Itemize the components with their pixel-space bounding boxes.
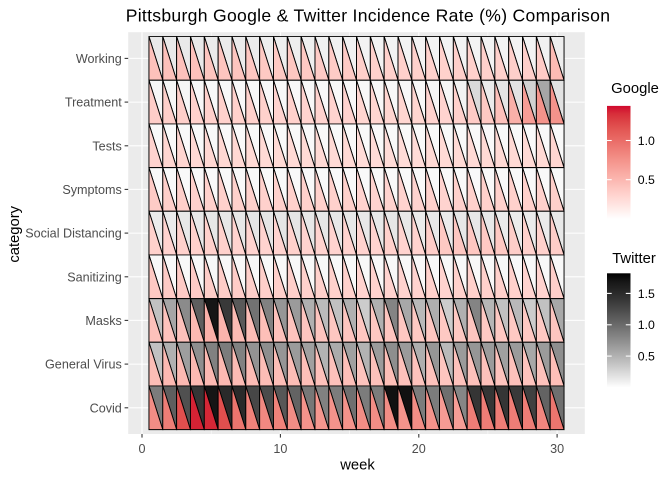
svg-text:0: 0 <box>138 442 145 456</box>
svg-text:General Virus: General Virus <box>45 358 122 372</box>
svg-text:1.5: 1.5 <box>638 287 655 301</box>
svg-text:0.5: 0.5 <box>638 350 655 364</box>
svg-text:Working: Working <box>76 52 122 66</box>
svg-text:10: 10 <box>273 442 287 456</box>
svg-text:category: category <box>7 205 23 262</box>
svg-text:week: week <box>339 458 375 474</box>
svg-text:30: 30 <box>550 442 564 456</box>
svg-text:Google: Google <box>611 81 659 97</box>
svg-text:Masks: Masks <box>85 314 121 328</box>
svg-text:1.0: 1.0 <box>638 134 655 148</box>
svg-text:Tests: Tests <box>92 139 121 153</box>
svg-text:Covid: Covid <box>90 401 122 415</box>
svg-text:0.5: 0.5 <box>638 173 655 187</box>
svg-text:20: 20 <box>412 442 426 456</box>
svg-text:Symptoms: Symptoms <box>62 183 121 197</box>
svg-text:Twitter: Twitter <box>612 251 656 267</box>
svg-text:Pittsburgh Google & Twitter In: Pittsburgh Google & Twitter Incidence Ra… <box>126 6 611 26</box>
svg-text:Sanitizing: Sanitizing <box>67 270 122 284</box>
svg-text:Treatment: Treatment <box>65 96 122 110</box>
svg-text:Social Distancing: Social Distancing <box>25 227 122 241</box>
svg-text:1.0: 1.0 <box>638 318 655 332</box>
